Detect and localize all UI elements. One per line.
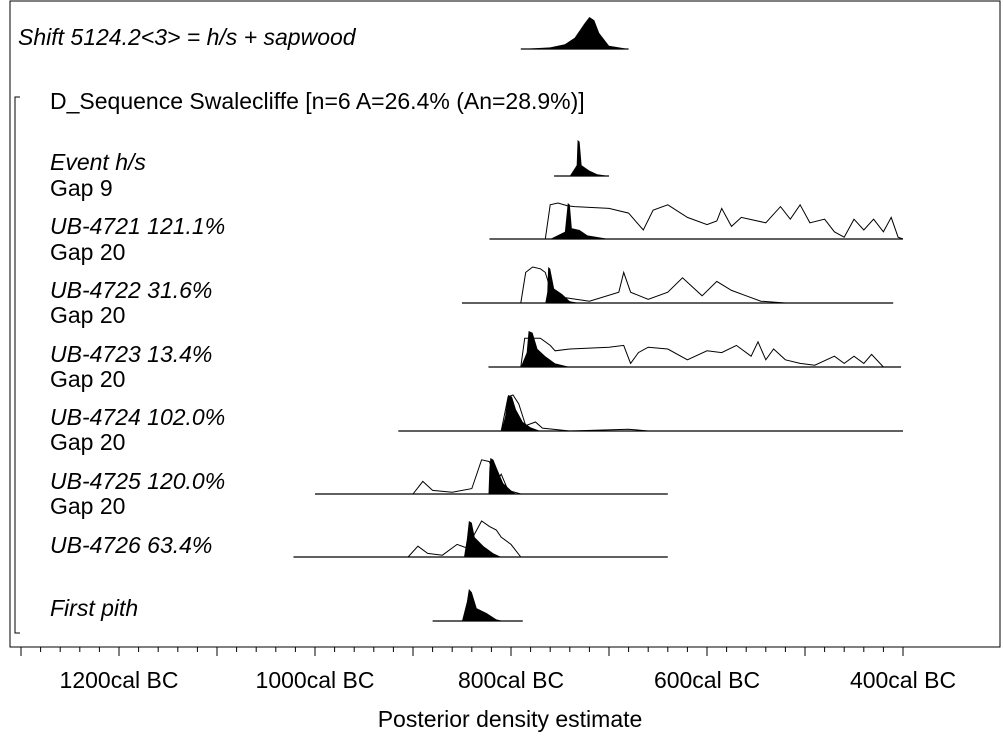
- x-tick-label: 1200cal BC: [60, 667, 179, 693]
- top-item-label: Shift 5124.2<3> = h/s + sapwood: [18, 24, 357, 50]
- item-label: UB-4723 13.4%: [50, 341, 212, 367]
- item-posterior: [545, 267, 580, 303]
- item-label: UB-4722 31.6%: [50, 277, 212, 303]
- chart-labels: Shift 5124.2<3> = h/s + sapwood Event h/s…: [18, 24, 357, 621]
- gap-label: Gap 20: [50, 366, 125, 392]
- item-posterior: [550, 203, 609, 239]
- bottom-item-label: First pith: [50, 595, 138, 621]
- item-label: UB-4725 120.0%: [50, 468, 225, 494]
- chart-marks: [293, 17, 904, 622]
- item-prior: [520, 337, 884, 368]
- sequence-label: D_Sequence Swalecliffe [n=6 A=26.4% (An=…: [50, 88, 585, 114]
- bottom-posterior: [462, 589, 504, 621]
- x-tick-label: 400cal BC: [850, 667, 956, 693]
- gap-label: Gap 20: [50, 239, 125, 265]
- item-label: UB-4724 102.0%: [50, 404, 225, 430]
- item-prior: [500, 394, 649, 432]
- item-label: Event h/s: [50, 149, 146, 175]
- item-label: UB-4721 121.1%: [50, 213, 225, 239]
- item-posterior: [488, 458, 516, 494]
- x-tick-label: 800cal BC: [458, 667, 564, 693]
- x-tick-label: 1000cal BC: [256, 667, 375, 693]
- plot-frame: [9, 0, 1001, 648]
- gap-label: Gap 20: [50, 302, 125, 328]
- gap-label: Gap 20: [50, 493, 125, 519]
- item-posterior: [501, 395, 541, 431]
- item-label: UB-4726 63.4%: [50, 532, 212, 558]
- top-posterior: [520, 17, 629, 49]
- item-posterior: [520, 331, 570, 367]
- x-tick-label: 600cal BC: [654, 667, 760, 693]
- x-axis-title: Posterior density estimate: [378, 706, 643, 732]
- sequence-bracket: [14, 96, 20, 634]
- item-prior: [412, 459, 521, 495]
- gap-label: Gap 20: [50, 429, 125, 455]
- item-prior: [520, 266, 786, 304]
- item-prior: [407, 520, 522, 558]
- gap-label: Gap 9: [50, 175, 113, 201]
- x-axis: 1200cal BC 1000cal BC 800cal BC 600cal BC 40…: [20, 647, 956, 693]
- item-prior: [544, 202, 904, 240]
- item-posterior: [569, 140, 609, 176]
- bracket-line: [14, 96, 20, 634]
- item-posterior: [464, 521, 502, 557]
